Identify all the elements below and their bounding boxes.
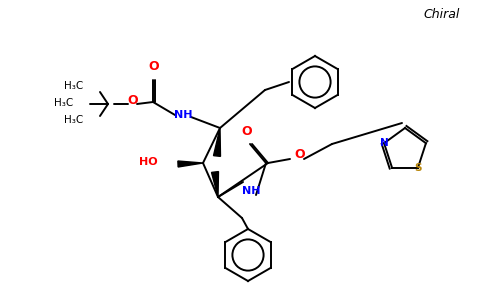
Text: H₃C: H₃C <box>64 115 83 125</box>
Text: NH: NH <box>242 186 260 196</box>
Text: NH: NH <box>174 110 192 120</box>
Polygon shape <box>178 161 203 167</box>
Text: Chiral: Chiral <box>424 8 460 21</box>
Polygon shape <box>212 172 218 197</box>
Text: H₃C: H₃C <box>54 98 73 108</box>
Polygon shape <box>213 128 221 156</box>
Text: N: N <box>380 138 389 148</box>
Text: O: O <box>295 148 305 161</box>
Text: O: O <box>149 60 159 73</box>
Text: HO: HO <box>139 157 158 167</box>
Text: S: S <box>414 163 422 173</box>
Text: O: O <box>242 125 252 138</box>
Text: H₃C: H₃C <box>64 81 83 91</box>
Text: O: O <box>128 94 138 106</box>
